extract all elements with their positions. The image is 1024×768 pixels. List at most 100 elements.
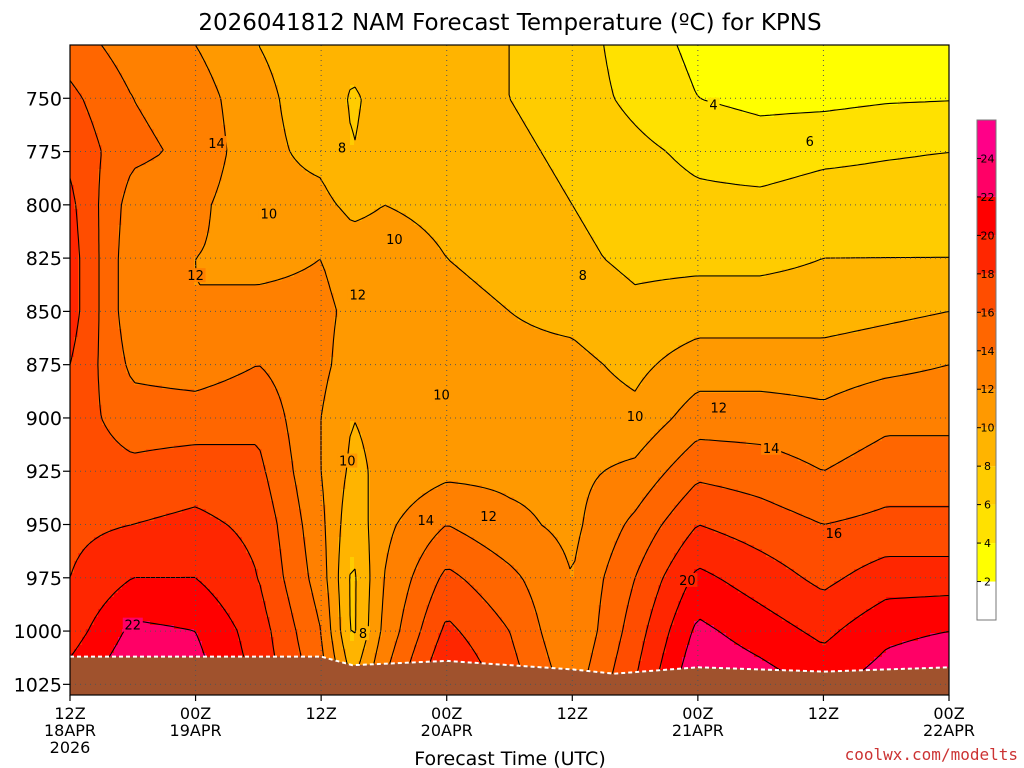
field-cell bbox=[122, 545, 127, 550]
field-cell bbox=[138, 325, 143, 330]
field-cell bbox=[86, 301, 91, 306]
field-cell bbox=[130, 597, 135, 602]
field-cell bbox=[142, 561, 147, 566]
field-cell bbox=[150, 213, 155, 218]
field-cell bbox=[82, 493, 87, 498]
field-cell bbox=[82, 297, 87, 302]
field-cell bbox=[86, 577, 91, 582]
field-cell bbox=[90, 393, 95, 398]
field-cell bbox=[70, 557, 75, 562]
field-cell bbox=[94, 601, 99, 606]
field-cell bbox=[94, 173, 99, 178]
field-cell bbox=[138, 317, 143, 322]
field-cell bbox=[86, 185, 91, 190]
field-cell bbox=[102, 613, 107, 618]
field-cell bbox=[86, 505, 91, 510]
field-cell bbox=[118, 57, 123, 62]
field-cell bbox=[134, 77, 139, 82]
field-cell bbox=[78, 505, 83, 510]
field-cell bbox=[114, 209, 119, 214]
field-cell bbox=[74, 573, 79, 578]
field-cell bbox=[130, 489, 135, 494]
field-cell bbox=[70, 73, 75, 78]
field-cell bbox=[70, 601, 75, 606]
field-cell bbox=[146, 629, 151, 634]
field-cell bbox=[134, 405, 139, 410]
field-cell bbox=[78, 209, 83, 214]
field-cell bbox=[126, 309, 131, 314]
field-cell bbox=[86, 249, 91, 254]
field-cell bbox=[74, 141, 79, 146]
field-cell bbox=[74, 173, 79, 178]
field-cell bbox=[118, 157, 123, 162]
field-cell bbox=[74, 181, 79, 186]
field-cell bbox=[102, 97, 107, 102]
field-cell bbox=[146, 425, 151, 430]
field-cell bbox=[78, 497, 83, 502]
field-cell bbox=[150, 301, 155, 306]
field-cell bbox=[138, 573, 143, 578]
field-cell bbox=[138, 397, 143, 402]
field-cell bbox=[114, 397, 119, 402]
field-cell bbox=[142, 509, 147, 514]
field-cell bbox=[82, 369, 87, 374]
field-cell bbox=[70, 273, 75, 278]
field-cell bbox=[98, 445, 103, 450]
field-cell bbox=[86, 193, 91, 198]
field-cell bbox=[146, 61, 151, 66]
field-cell bbox=[78, 389, 83, 394]
field-cell bbox=[122, 537, 127, 542]
field-cell bbox=[82, 269, 87, 274]
field-cell bbox=[122, 317, 127, 322]
field-cell bbox=[74, 93, 79, 98]
field-cell bbox=[142, 489, 147, 494]
field-cell bbox=[90, 517, 95, 522]
field-cell bbox=[102, 365, 107, 370]
field-cell bbox=[98, 525, 103, 530]
field-cell bbox=[82, 509, 87, 514]
field-cell bbox=[86, 145, 91, 150]
field-cell bbox=[82, 253, 87, 258]
field-cell bbox=[82, 497, 87, 502]
field-cell bbox=[118, 397, 123, 402]
field-cell bbox=[106, 421, 111, 426]
field-cell bbox=[86, 401, 91, 406]
field-cell bbox=[130, 245, 135, 250]
field-cell bbox=[134, 197, 139, 202]
field-cell bbox=[134, 249, 139, 254]
field-cell bbox=[142, 405, 147, 410]
field-cell bbox=[154, 285, 159, 290]
field-cell bbox=[90, 433, 95, 438]
field-cell bbox=[70, 141, 75, 146]
field-cell bbox=[86, 637, 91, 642]
field-cell bbox=[146, 177, 151, 182]
field-cell bbox=[130, 113, 135, 118]
field-cell bbox=[74, 313, 79, 318]
field-cell bbox=[126, 305, 131, 310]
field-cell bbox=[146, 413, 151, 418]
field-cell bbox=[142, 493, 147, 498]
field-cell bbox=[74, 633, 79, 638]
field-cell bbox=[142, 189, 147, 194]
field-cell bbox=[110, 409, 115, 414]
field-cell bbox=[126, 401, 131, 406]
field-cell bbox=[90, 601, 95, 606]
field-cell bbox=[70, 409, 75, 414]
field-cell bbox=[142, 241, 147, 246]
field-cell bbox=[102, 265, 107, 270]
field-cell bbox=[138, 585, 143, 590]
field-cell bbox=[94, 637, 99, 642]
field-cell bbox=[138, 173, 143, 178]
field-cell bbox=[106, 285, 111, 290]
field-cell bbox=[134, 73, 139, 78]
field-cell bbox=[90, 497, 95, 502]
field-cell bbox=[94, 405, 99, 410]
field-cell bbox=[74, 453, 79, 458]
field-cell bbox=[74, 137, 79, 142]
field-cell bbox=[130, 421, 135, 426]
field-cell bbox=[90, 249, 95, 254]
field-cell bbox=[70, 317, 75, 322]
field-cell bbox=[118, 605, 123, 610]
field-cell bbox=[146, 409, 151, 414]
field-cell bbox=[134, 649, 139, 654]
